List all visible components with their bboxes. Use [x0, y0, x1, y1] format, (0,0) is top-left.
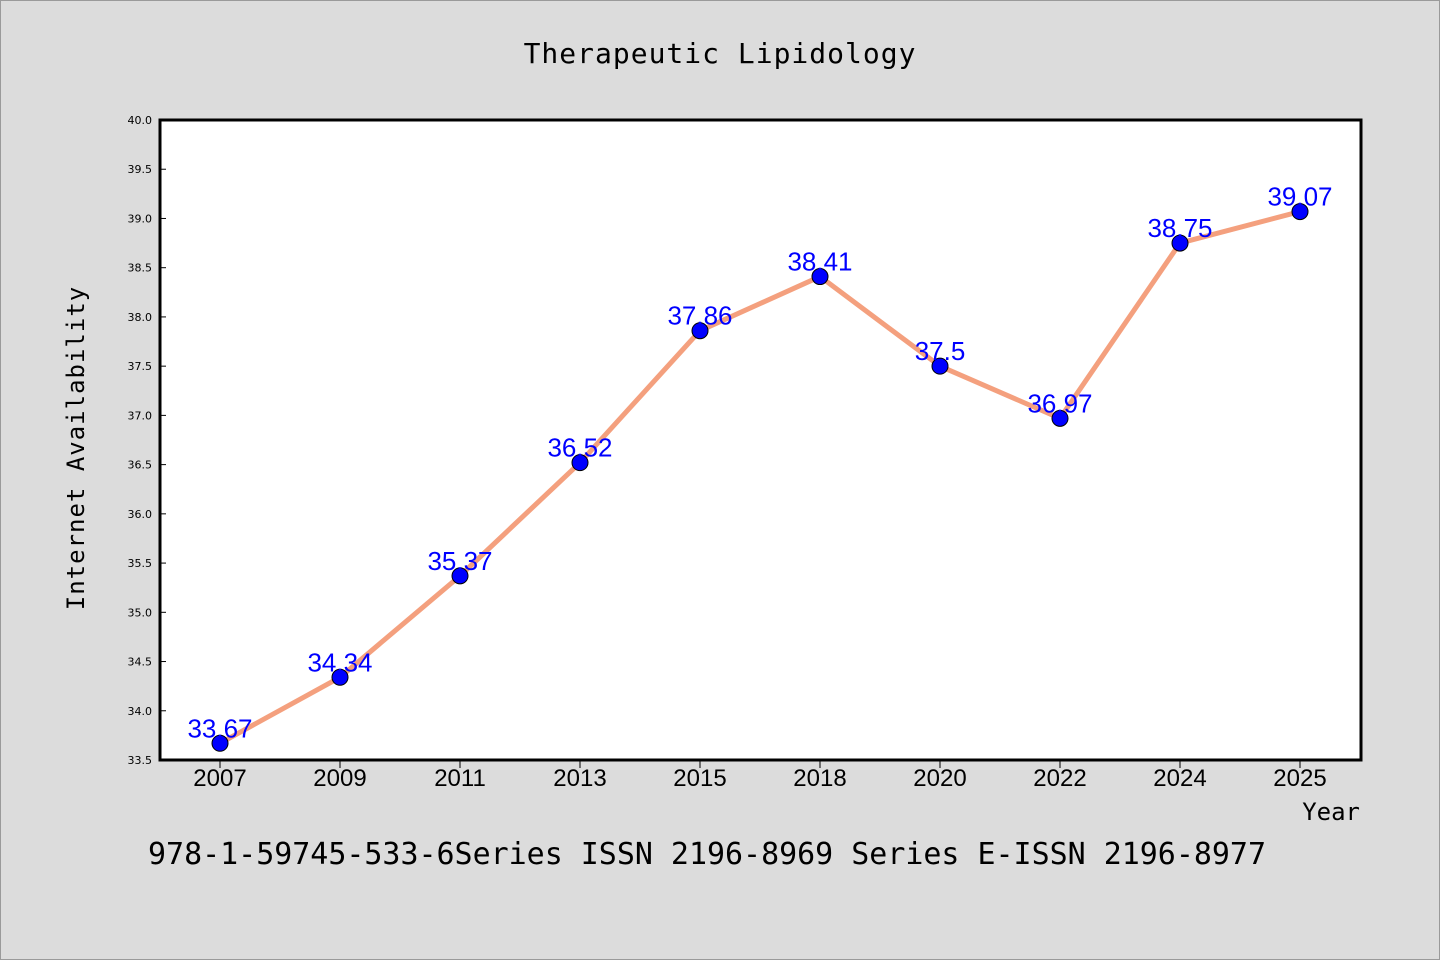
- data-point: [451, 567, 469, 585]
- data-label: 38.75: [1147, 213, 1212, 243]
- x-tick-label: 2013: [553, 765, 606, 792]
- x-tick-label: 2018: [793, 765, 846, 792]
- data-point: [211, 734, 229, 752]
- data-label: 39.07: [1267, 182, 1332, 212]
- x-axis: 2007 2009 2011 2013 2015 2018 2020 2022 2024 2025: [193, 760, 1327, 792]
- data-label: 36.97: [1027, 388, 1092, 418]
- data-point: [1171, 234, 1189, 252]
- y-tick-label: 37.5: [128, 360, 153, 373]
- y-axis-label: Internet Availability: [62, 286, 90, 610]
- data-label: 37.5: [915, 336, 966, 366]
- y-tick-label: 40.0: [128, 114, 153, 127]
- y-tick-label: 37.0: [128, 409, 153, 422]
- y-tick-label: 38.5: [128, 262, 153, 275]
- x-tick-label: 2024: [1153, 765, 1206, 792]
- series-line: [217, 209, 1303, 746]
- footer-text: 978-1-59745-533-6Series ISSN 2196-8969 S…: [148, 837, 1266, 872]
- y-tick-label: 39.0: [128, 212, 153, 225]
- data-label: 35.37: [427, 546, 492, 576]
- data-point: [571, 454, 589, 472]
- x-tick-label: 2020: [913, 765, 966, 792]
- data-point: [331, 668, 349, 686]
- data-label: 38.41: [787, 247, 852, 277]
- y-tick-label: 36.5: [128, 459, 153, 472]
- y-tick-label: 36.0: [128, 508, 153, 521]
- y-tick-label: 38.0: [128, 311, 153, 324]
- y-tick-label: 34.0: [128, 705, 153, 718]
- data-point: [1051, 409, 1069, 427]
- data-label: 33.67: [187, 713, 252, 743]
- data-point: [931, 357, 949, 375]
- y-tick-label: 34.5: [128, 656, 153, 669]
- x-tick-label: 2022: [1033, 765, 1086, 792]
- x-tick-label: 2015: [673, 765, 726, 792]
- y-axis: 33.5 34.0 34.5 35.0 35.5 36.0 36.5 37.0 37.5 38.0…: [128, 114, 166, 767]
- data-label: 34.34: [307, 647, 372, 677]
- data-point: [1291, 203, 1309, 221]
- data-label: 37.86: [667, 301, 732, 331]
- series-group: 33.67 34.34 35.37 36.52 37.86 38.41 37.5 36.97 3…: [187, 182, 1333, 752]
- y-tick-label: 35.5: [128, 557, 153, 570]
- data-label: 36.52: [547, 433, 612, 463]
- x-axis-label: Year: [1302, 798, 1360, 826]
- y-tick-label: 39.5: [128, 163, 153, 176]
- x-tick-label: 2025: [1273, 765, 1326, 792]
- y-tick-label: 33.5: [128, 754, 153, 767]
- y-tick-label: 35.0: [128, 606, 153, 619]
- chart-title: Therapeutic Lipidology: [524, 37, 917, 70]
- data-point: [691, 322, 709, 340]
- x-tick-label: 2009: [313, 765, 366, 792]
- x-tick-label: 2011: [434, 765, 486, 792]
- plot-area: [158, 118, 1363, 762]
- data-point: [811, 268, 829, 286]
- x-tick-label: 2007: [193, 765, 246, 792]
